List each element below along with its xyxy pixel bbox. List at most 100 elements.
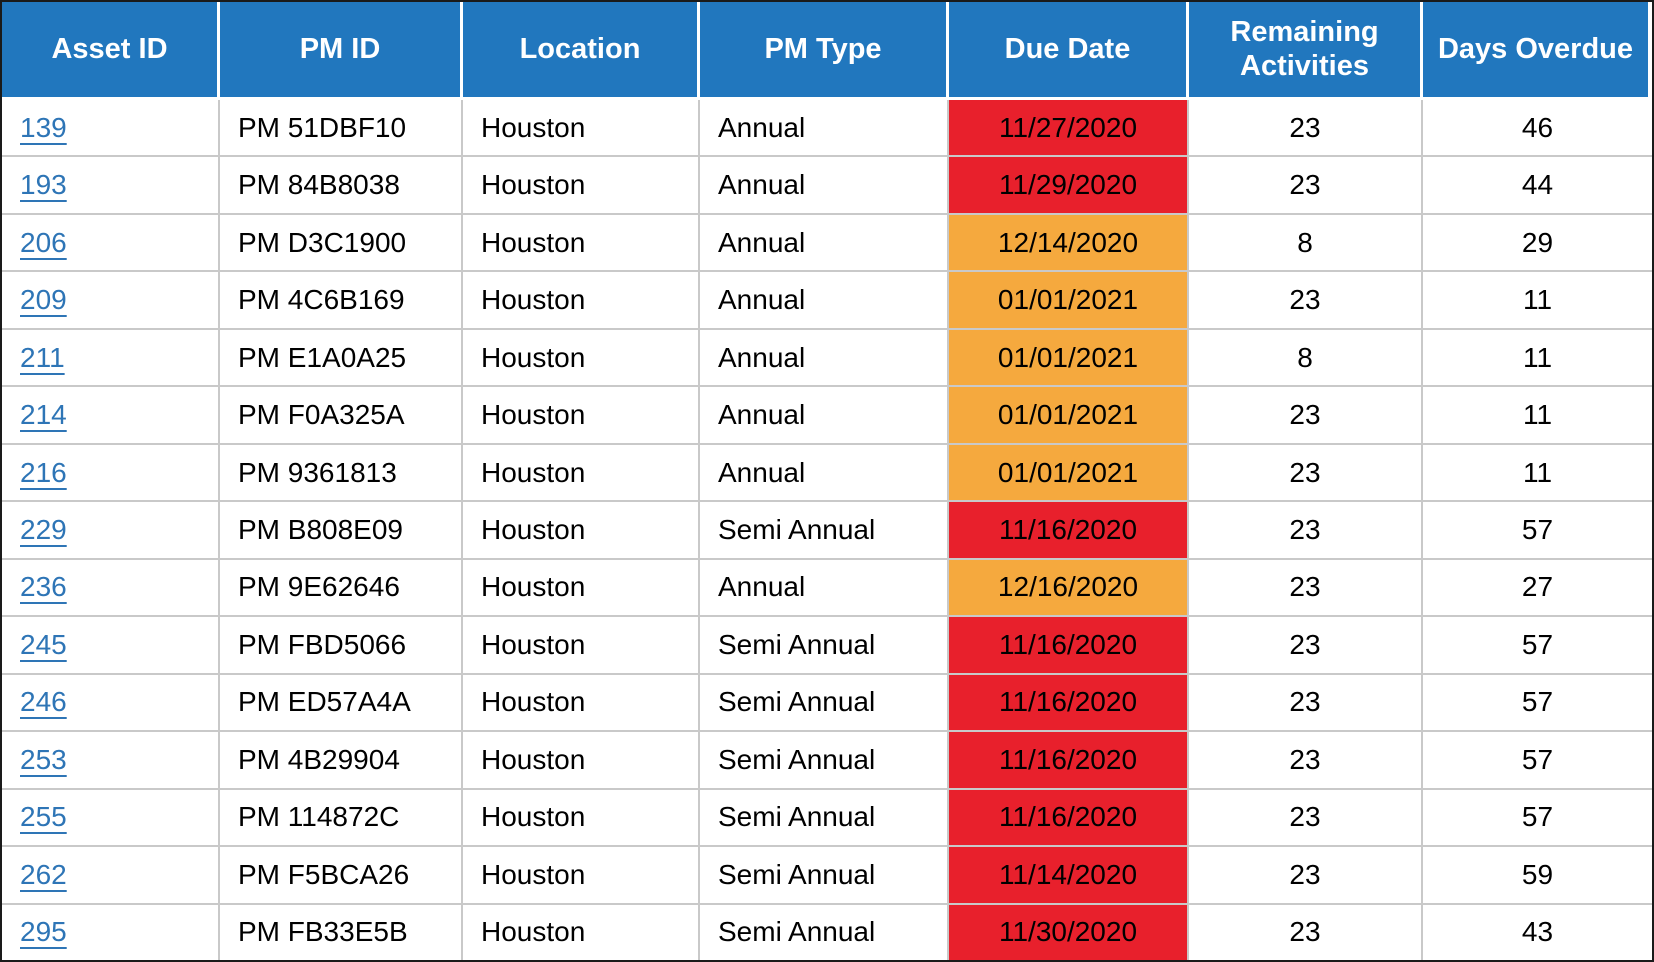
days-overdue-cell: 11	[1522, 284, 1553, 316]
location-cell: Houston	[463, 904, 700, 961]
asset-id-cell: 193	[2, 157, 220, 213]
remaining-activities-cell: 23	[1189, 272, 1423, 328]
pm-type-cell: Semi Annual	[700, 904, 949, 961]
days-overdue-cell: 11	[1522, 456, 1553, 488]
due-date-cell: 01/01/2021	[949, 329, 1189, 386]
pm-id-cell: PM B808E09	[220, 502, 463, 558]
asset-id-cell: 253	[2, 732, 220, 788]
days-overdue-cell: 11	[1522, 341, 1553, 373]
location-cell: Houston	[463, 502, 700, 558]
pm-type-cell: Annual	[700, 100, 949, 156]
asset-id-link[interactable]: 236	[20, 571, 67, 603]
pm-id-cell: PM FB33E5B	[220, 904, 463, 961]
pm-id-cell: PM 51DBF10	[220, 100, 463, 156]
asset-id-link[interactable]: 211	[20, 341, 65, 373]
due-date-cell: 01/01/2021	[949, 272, 1189, 328]
column-header-days-overdue: Days Overdue	[1423, 2, 1652, 97]
remaining-activities-cell: 23	[1189, 847, 1423, 903]
table-row: 216 PM 9361813 Houston Annual 01/01/2021…	[2, 444, 1652, 503]
table-row: 209 PM 4C6B169 Houston Annual 01/01/2021…	[2, 272, 1652, 330]
due-date-cell: 11/16/2020	[949, 732, 1189, 788]
pm-type-cell: Annual	[700, 387, 949, 443]
days-overdue-cell: 57	[1521, 686, 1554, 718]
due-date-cell: 01/01/2021	[949, 387, 1189, 443]
asset-id-cell: 216	[2, 444, 220, 501]
location-cell: Houston	[463, 732, 700, 788]
days-overdue-cell: 57	[1521, 801, 1554, 833]
remaining-activities-cell: 23	[1189, 617, 1423, 673]
asset-id-link[interactable]: 229	[20, 514, 67, 546]
location-cell: Houston	[463, 559, 700, 616]
due-date-cell: 11/29/2020	[949, 157, 1189, 213]
location-cell: Houston	[463, 157, 700, 213]
pm-id-cell: PM 84B8038	[220, 157, 463, 213]
days-overdue-cell: 11	[1522, 399, 1553, 431]
remaining-activities-cell: 23	[1189, 674, 1423, 731]
asset-id-link[interactable]: 262	[20, 858, 67, 890]
days-overdue-cell: 46	[1521, 111, 1554, 143]
asset-id-link[interactable]: 246	[20, 686, 67, 718]
column-header-pm-type: PM Type	[700, 2, 949, 97]
pm-id-cell: PM 4B29904	[220, 732, 463, 788]
due-date-cell: 11/16/2020	[949, 617, 1189, 673]
pm-id-cell: PM E1A0A25	[220, 329, 463, 386]
pm-type-cell: Annual	[700, 214, 949, 271]
pm-type-cell: Annual	[700, 559, 949, 616]
due-date-cell: 11/16/2020	[949, 789, 1189, 846]
asset-id-link[interactable]: 245	[20, 628, 67, 660]
asset-id-cell: 295	[2, 904, 220, 961]
asset-id-cell: 236	[2, 559, 220, 616]
remaining-activities-cell: 8	[1189, 214, 1423, 271]
pm-id-cell: PM D3C1900	[220, 214, 463, 271]
pm-id-cell: PM ED57A4A	[220, 674, 463, 731]
due-date-cell: 12/14/2020	[949, 214, 1189, 271]
column-header-location: Location	[463, 2, 700, 97]
pm-type-cell: Annual	[700, 329, 949, 386]
pm-type-cell: Annual	[700, 272, 949, 328]
column-header-pm-id: PM ID	[220, 2, 463, 97]
table-row: 206 PM D3C1900 Houston Annual 12/14/2020…	[2, 214, 1652, 273]
table-row: 139 PM 51DBF10 Houston Annual 11/27/2020…	[2, 100, 1652, 158]
pm-id-cell: PM F0A325A	[220, 387, 463, 443]
location-cell: Houston	[463, 674, 700, 731]
column-header-due-date: Due Date	[949, 2, 1189, 97]
remaining-activities-cell: 23	[1189, 502, 1423, 558]
days-overdue-cell: 29	[1521, 226, 1554, 258]
asset-id-link[interactable]: 216	[20, 456, 67, 488]
asset-id-cell: 139	[2, 100, 220, 156]
asset-id-link[interactable]: 255	[20, 801, 67, 833]
location-cell: Houston	[463, 617, 700, 673]
due-date-cell: 11/30/2020	[949, 904, 1189, 961]
due-date-cell: 11/27/2020	[949, 100, 1189, 156]
pm-id-cell: PM 9361813	[220, 444, 463, 501]
table-row: 295 PM FB33E5B Houston Semi Annual 11/30…	[2, 904, 1652, 961]
table-row: 262 PM F5BCA26 Houston Semi Annual 11/14…	[2, 847, 1652, 905]
asset-id-cell: 246	[2, 674, 220, 731]
asset-id-cell: 262	[2, 847, 220, 903]
asset-id-link[interactable]: 295	[20, 916, 67, 948]
pm-type-cell: Annual	[700, 444, 949, 501]
table-body: 139 PM 51DBF10 Houston Annual 11/27/2020…	[2, 100, 1652, 961]
pm-type-cell: Semi Annual	[700, 789, 949, 846]
table-row: 255 PM 114872C Houston Semi Annual 11/16…	[2, 789, 1652, 848]
due-date-cell: 12/16/2020	[949, 559, 1189, 616]
pm-id-cell: PM 4C6B169	[220, 272, 463, 328]
asset-id-cell: 229	[2, 502, 220, 558]
remaining-activities-cell: 23	[1189, 904, 1423, 961]
asset-id-link[interactable]: 193	[20, 169, 67, 201]
asset-id-link[interactable]: 139	[20, 111, 67, 143]
pm-type-cell: Semi Annual	[700, 502, 949, 558]
pm-type-cell: Semi Annual	[700, 847, 949, 903]
pm-id-cell: PM F5BCA26	[220, 847, 463, 903]
asset-id-link[interactable]: 253	[20, 743, 67, 775]
days-overdue-cell: 57	[1521, 628, 1554, 660]
pm-id-cell: PM FBD5066	[220, 617, 463, 673]
asset-id-link[interactable]: 209	[20, 284, 67, 316]
table-row: 253 PM 4B29904 Houston Semi Annual 11/16…	[2, 732, 1652, 790]
days-overdue-cell: 27	[1521, 571, 1554, 603]
table-header: Asset ID PM ID Location PM Type Due Date…	[2, 2, 1652, 100]
asset-id-link[interactable]: 214	[20, 399, 67, 431]
asset-id-cell: 255	[2, 789, 220, 846]
days-overdue-cell: 44	[1521, 169, 1554, 201]
asset-id-link[interactable]: 206	[20, 226, 67, 258]
